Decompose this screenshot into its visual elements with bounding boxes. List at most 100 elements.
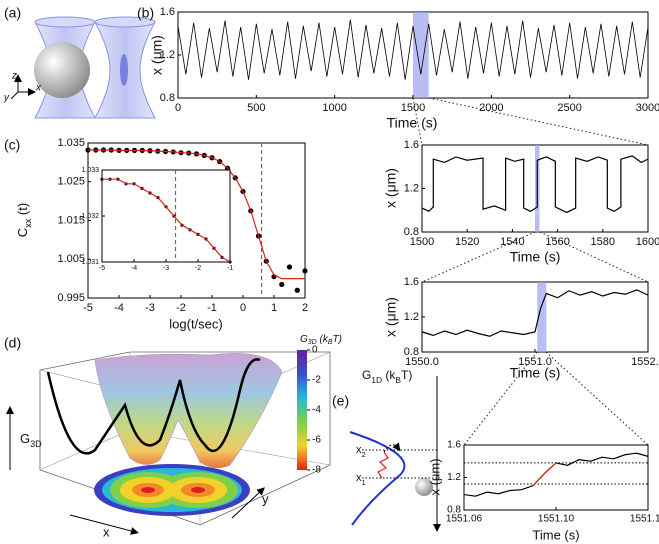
x-tick-label: 2000: [479, 102, 503, 114]
y-tick-label: 1.2: [447, 472, 461, 483]
y-tick-label: 0.995: [57, 292, 85, 304]
x-axis-title: Time (s): [510, 249, 561, 265]
plot-frame: [464, 445, 648, 510]
axis-y: y: [3, 93, 10, 104]
data-point: [302, 268, 307, 273]
x-axis-title: Time (s): [387, 115, 438, 131]
y-tick-label: 1.2: [404, 182, 419, 194]
text-part: (t): [15, 203, 30, 219]
text-part: 1D: [371, 375, 382, 385]
colorbar-tick-label: 0: [312, 345, 318, 356]
panel-label: (b): [137, 5, 154, 21]
y-tick-label: 0.8: [447, 505, 461, 516]
y-tick-label: 1.6: [404, 276, 419, 288]
panel-label: (d): [4, 335, 21, 351]
y-tick-label: 1.2: [404, 311, 419, 323]
text-part: T): [401, 368, 412, 382]
data-point: [279, 282, 284, 287]
text-part: T): [333, 334, 342, 345]
y-axis-title: Cxx (t): [15, 203, 33, 237]
x-tick-label: 2: [302, 302, 308, 314]
x-tick-label: 1600: [636, 236, 659, 248]
x-axis-title: Time (s): [510, 365, 561, 381]
y-axis-title: x (μm): [149, 35, 165, 75]
x-tick-label: 1520: [455, 236, 479, 248]
energy-label: G1D (kBT): [362, 368, 412, 385]
x-tick-label: -1: [227, 265, 233, 272]
y-label: y: [262, 491, 269, 506]
contour-map: [94, 464, 250, 516]
y-tick-label: 1.6: [447, 440, 461, 451]
y-axis-title: x (μm): [383, 297, 399, 337]
colorbar-label: G3D (kBT): [300, 334, 342, 347]
axis-z: z: [11, 71, 17, 82]
x-tick-label: 1551.10: [538, 514, 575, 525]
x-tick-label: -2: [195, 265, 201, 272]
x-tick-label: -5: [99, 265, 105, 272]
y-axis-title: x (μm): [427, 458, 442, 495]
colorbar-tick-label: -2: [312, 375, 321, 386]
y-tick-label: 1.6: [404, 139, 419, 151]
figure: z y x G3D x y G3D (kBT) G1D (kBT) x2 x1 …: [0, 0, 659, 544]
x-label: x: [103, 524, 110, 539]
panel-label: (c): [4, 137, 20, 153]
x-axis-title: log(t/sec): [169, 316, 222, 331]
x-tick-label: -3: [145, 302, 155, 314]
energy-schematic: G1D (kBT) x2 x1: [350, 368, 437, 528]
z-label: G3D: [20, 431, 42, 449]
energy-landscape-illustration: G3D x y G3D (kBT): [10, 334, 342, 540]
text-part: 3D: [30, 439, 42, 449]
x-tick-label: 0: [240, 302, 246, 314]
y-tick-label: 1.035: [57, 137, 85, 149]
x-tick-label: 500: [247, 102, 265, 114]
text-part: C: [15, 228, 30, 237]
y-tick-label: 1.032: [81, 213, 99, 220]
x-tick-label: 1000: [322, 102, 346, 114]
x-tick-label: -3: [163, 265, 169, 272]
page: z y x G3D x y G3D (kBT) G1D (kBT) x2 x1 …: [0, 0, 659, 544]
y-tick-label: 1.6: [160, 6, 175, 18]
y-tick-label: 1.031: [81, 259, 99, 266]
x-tick-label: -4: [131, 265, 137, 272]
x-axis-title: Time (s): [532, 527, 579, 542]
text-part: G: [362, 368, 371, 382]
text-part: 2: [362, 450, 366, 459]
x-tick-label: 1: [271, 302, 277, 314]
optical-trap-illustration: z y x: [3, 17, 155, 118]
y-tick-label: 0.8: [160, 92, 175, 104]
colorbar-tick-label: -4: [312, 405, 321, 416]
x-tick-label: 3000: [636, 102, 659, 114]
x-tick-label: 1580: [591, 236, 615, 248]
colorbar-tick-label: -6: [312, 435, 321, 446]
x-tick-label: 1540: [500, 236, 524, 248]
x-tick-label: 1551.14: [630, 514, 659, 525]
panel-label: (a): [4, 5, 21, 21]
y-tick-label: 1.025: [57, 176, 85, 188]
connector: [429, 98, 648, 145]
text-part: (k: [382, 368, 396, 382]
plot-frame: [102, 170, 230, 262]
y-axis-title: x (μm): [383, 168, 399, 208]
colorbar: [297, 350, 307, 470]
highlight-band: [413, 12, 429, 98]
level-label: x1: [356, 472, 366, 487]
panel-label: (e): [332, 393, 349, 409]
data-point: [287, 264, 292, 269]
axis-x: x: [35, 83, 42, 94]
text-part: G: [20, 431, 30, 446]
y-tick-label: 0.8: [404, 346, 419, 358]
x-tick-label: 2500: [557, 102, 581, 114]
text-part: 1: [362, 478, 366, 487]
data-point: [295, 288, 300, 293]
x-tick-label: -4: [114, 302, 124, 314]
level-label: x2: [356, 444, 366, 459]
y-tick-label: 1.033: [81, 167, 99, 174]
x-tick-label: 0: [175, 102, 181, 114]
x-tick-label: 1560: [545, 236, 569, 248]
x-tick-label: -1: [207, 302, 217, 314]
x-tick-label: -2: [176, 302, 186, 314]
y-tick-label: 0.8: [404, 226, 419, 238]
x-tick-label: 1500: [401, 102, 425, 114]
x-tick-label: 1552.0: [631, 356, 659, 368]
colorbar-tick-label: -8: [312, 465, 321, 476]
